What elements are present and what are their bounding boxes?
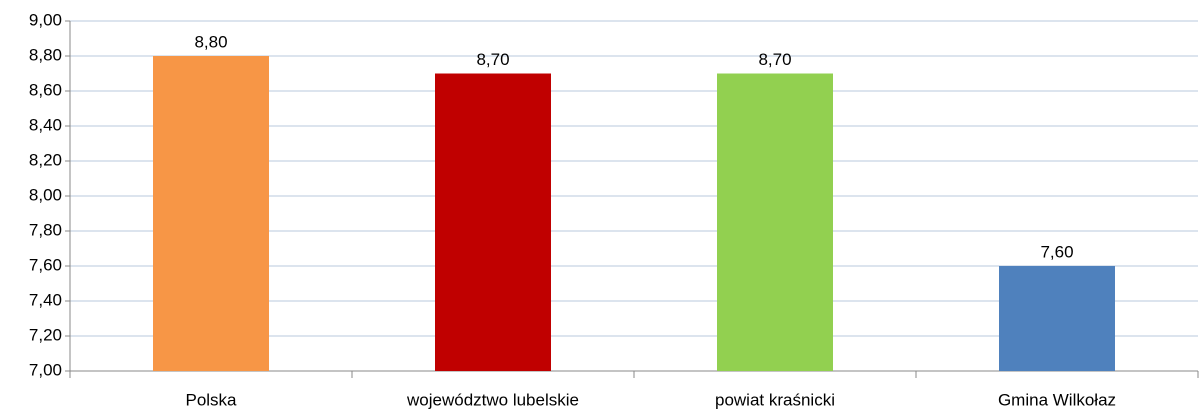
bar — [153, 56, 269, 371]
y-tick-label: 8,00 — [29, 185, 62, 204]
value-label: 8,80 — [194, 32, 227, 51]
y-tick-label: 7,80 — [29, 220, 62, 239]
bar — [435, 73, 551, 371]
value-label: 8,70 — [476, 50, 509, 69]
y-tick-label: 7,20 — [29, 325, 62, 344]
y-tick-label: 8,60 — [29, 80, 62, 99]
x-tick-label: województwo lubelskie — [406, 390, 579, 409]
y-tick-label: 7,00 — [29, 360, 62, 379]
y-tick-label: 8,80 — [29, 45, 62, 64]
y-tick-label: 7,60 — [29, 255, 62, 274]
y-tick-label: 9,00 — [29, 10, 62, 29]
x-tick-label: powiat kraśnicki — [715, 390, 835, 409]
x-tick-label: Gmina Wilkołaz — [998, 390, 1116, 409]
y-tick-label: 7,40 — [29, 290, 62, 309]
bar — [999, 266, 1115, 371]
bar — [717, 73, 833, 371]
value-label: 8,70 — [758, 50, 791, 69]
y-tick-label: 8,40 — [29, 115, 62, 134]
value-label: 7,60 — [1040, 242, 1073, 261]
x-tick-label: Polska — [185, 390, 237, 409]
y-tick-label: 8,20 — [29, 150, 62, 169]
